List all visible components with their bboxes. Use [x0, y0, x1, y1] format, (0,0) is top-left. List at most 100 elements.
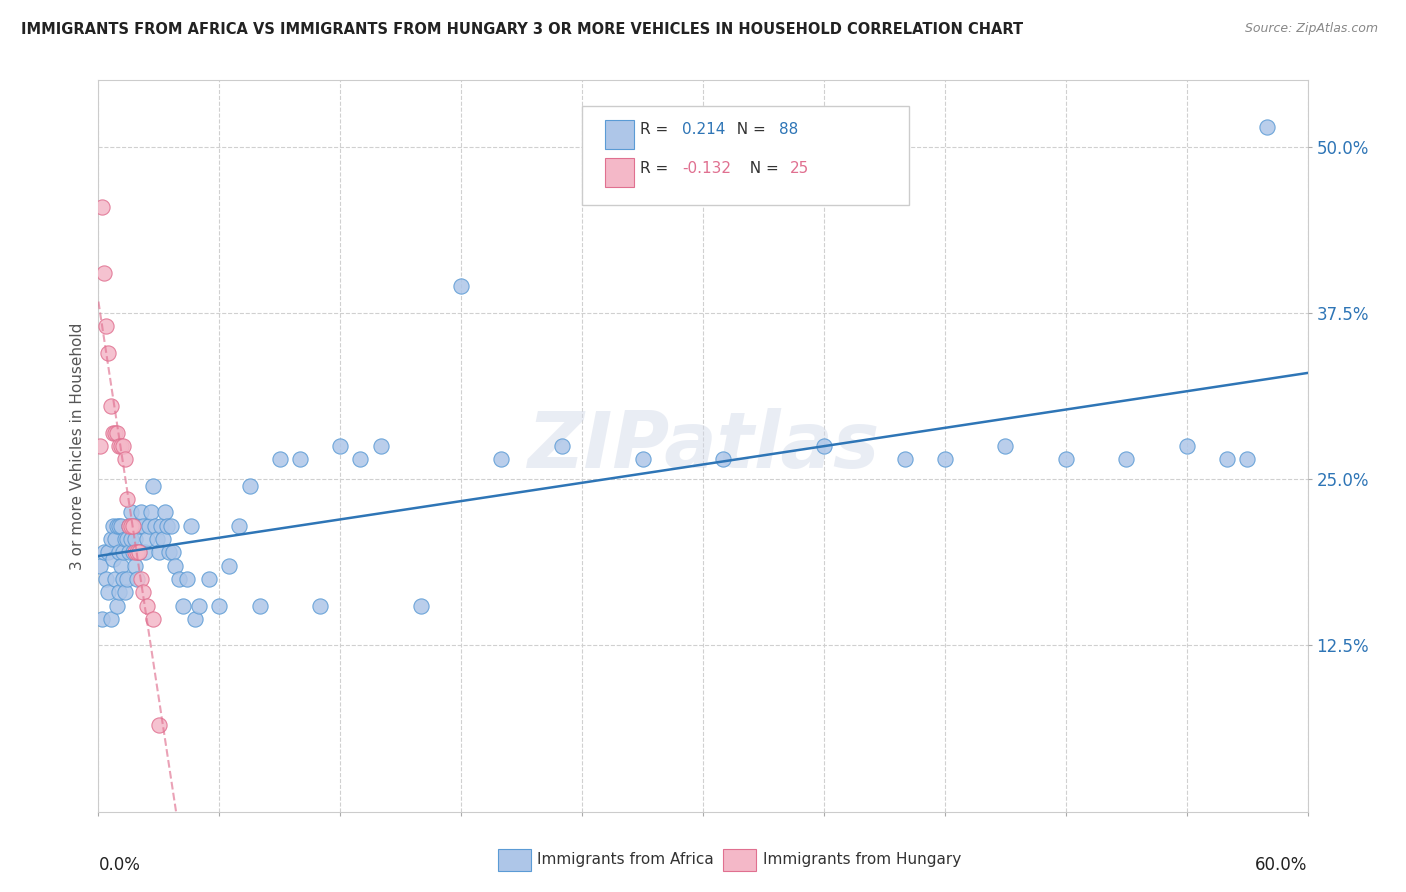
- Point: [153, 506, 176, 520]
- Y-axis label: 3 or more Vehicles in Household: 3 or more Vehicles in Household: [69, 322, 84, 570]
- FancyBboxPatch shape: [605, 158, 634, 187]
- FancyBboxPatch shape: [605, 120, 634, 149]
- Point: [139, 506, 162, 520]
- Point: [129, 506, 152, 520]
- Point: [1256, 120, 1278, 134]
- Point: [103, 572, 125, 586]
- Point: [101, 425, 124, 440]
- Point: [114, 532, 136, 546]
- Point: [813, 439, 835, 453]
- Point: [218, 558, 240, 573]
- Point: [934, 452, 956, 467]
- Point: [115, 492, 138, 507]
- Point: [176, 572, 198, 586]
- Point: [409, 599, 432, 613]
- Point: [93, 545, 115, 559]
- Point: [103, 425, 125, 440]
- Point: [138, 518, 160, 533]
- Point: [163, 558, 186, 573]
- Point: [370, 439, 392, 453]
- Point: [288, 452, 311, 467]
- Point: [115, 532, 138, 546]
- Point: [551, 439, 574, 453]
- Point: [180, 518, 202, 533]
- Point: [269, 452, 291, 467]
- Point: [188, 599, 211, 613]
- Point: [107, 545, 129, 559]
- Point: [97, 545, 120, 559]
- FancyBboxPatch shape: [582, 106, 908, 204]
- Point: [105, 518, 128, 533]
- Point: [111, 545, 134, 559]
- Point: [124, 545, 146, 559]
- Text: -0.132: -0.132: [682, 161, 731, 176]
- Point: [124, 532, 146, 546]
- Text: R =: R =: [640, 161, 673, 176]
- Point: [125, 572, 148, 586]
- Point: [1115, 452, 1137, 467]
- Point: [115, 572, 138, 586]
- Point: [239, 479, 262, 493]
- Point: [135, 599, 157, 613]
- Point: [148, 718, 170, 732]
- Point: [96, 319, 118, 334]
- Point: [121, 518, 143, 533]
- Point: [91, 612, 114, 626]
- Point: [491, 452, 513, 467]
- Point: [184, 612, 207, 626]
- Point: [142, 612, 165, 626]
- Point: [198, 572, 221, 586]
- Point: [631, 452, 654, 467]
- Point: [111, 572, 134, 586]
- Point: [129, 572, 152, 586]
- Point: [124, 558, 146, 573]
- Point: [162, 545, 184, 559]
- Point: [97, 346, 120, 360]
- Point: [93, 266, 115, 280]
- Point: [107, 518, 129, 533]
- Text: Immigrants from Hungary: Immigrants from Hungary: [763, 853, 962, 867]
- Point: [1216, 452, 1239, 467]
- Point: [1054, 452, 1077, 467]
- Point: [111, 439, 134, 453]
- Point: [89, 439, 111, 453]
- Point: [157, 545, 180, 559]
- Point: [101, 552, 124, 566]
- Point: [110, 558, 132, 573]
- Point: [228, 518, 250, 533]
- Point: [1236, 452, 1258, 467]
- Point: [120, 532, 142, 546]
- Text: 0.0%: 0.0%: [98, 855, 141, 873]
- Text: N =: N =: [727, 122, 770, 136]
- Text: N =: N =: [741, 161, 785, 176]
- Point: [91, 200, 114, 214]
- Point: [893, 452, 915, 467]
- Point: [134, 545, 156, 559]
- Point: [146, 532, 169, 546]
- Point: [167, 572, 190, 586]
- Point: [120, 506, 142, 520]
- Text: IMMIGRANTS FROM AFRICA VS IMMIGRANTS FROM HUNGARY 3 OR MORE VEHICLES IN HOUSEHOL: IMMIGRANTS FROM AFRICA VS IMMIGRANTS FRO…: [21, 22, 1024, 37]
- Point: [249, 599, 271, 613]
- Point: [118, 518, 141, 533]
- Point: [118, 518, 141, 533]
- Text: 0.214: 0.214: [682, 122, 725, 136]
- Point: [142, 479, 165, 493]
- Point: [105, 425, 128, 440]
- Point: [132, 585, 155, 599]
- Point: [450, 279, 472, 293]
- Text: Immigrants from Africa: Immigrants from Africa: [537, 853, 714, 867]
- Point: [135, 532, 157, 546]
- Text: 60.0%: 60.0%: [1256, 855, 1308, 873]
- Point: [156, 518, 179, 533]
- Point: [1175, 439, 1198, 453]
- Point: [132, 518, 155, 533]
- Point: [96, 572, 118, 586]
- Point: [110, 439, 132, 453]
- Point: [100, 399, 122, 413]
- Point: [711, 452, 734, 467]
- Point: [97, 585, 120, 599]
- Point: [107, 585, 129, 599]
- Point: [110, 518, 132, 533]
- Point: [120, 518, 142, 533]
